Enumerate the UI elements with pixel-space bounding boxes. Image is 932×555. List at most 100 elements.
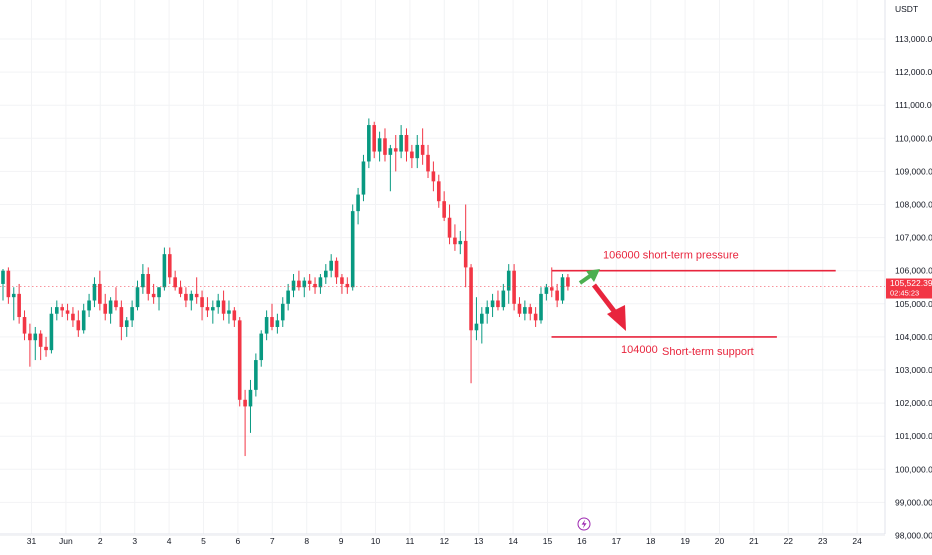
candle-body (200, 297, 204, 308)
price-tag-value: 105,522.39 (890, 278, 932, 288)
y-tick-label: 112,000.00 (895, 67, 932, 77)
candle-body (237, 320, 242, 400)
candle-body (167, 254, 172, 278)
candle-body (436, 181, 441, 202)
candle-body (221, 300, 226, 314)
candle-body (485, 307, 489, 314)
x-tick-label: 11 (405, 536, 414, 546)
candle-body (157, 287, 161, 298)
y-tick-label: 102,000.00 (895, 398, 932, 408)
candle-body (178, 287, 183, 294)
green-arrow-icon (578, 269, 600, 285)
candle-body (6, 270, 11, 298)
price-tag[interactable]: 105,522.39 02:45:23 (886, 278, 932, 299)
candle-body (555, 290, 559, 301)
candle-body (38, 333, 43, 347)
candle-body (453, 237, 457, 245)
candle-body (98, 283, 102, 304)
candle-body (194, 293, 199, 298)
candle-body (318, 277, 323, 288)
x-tick-label: 21 (749, 536, 759, 546)
candle-body (291, 280, 296, 291)
candle-body (275, 320, 280, 327)
candle-body (254, 360, 258, 390)
candle-body (410, 151, 414, 159)
y-tick-label: 98,000.00 (895, 531, 932, 541)
candle-body (420, 144, 425, 155)
candle-body (442, 201, 446, 218)
y-tick-label: 111,000.00 (895, 100, 932, 110)
candle-body (458, 240, 463, 245)
candle-body (496, 300, 500, 308)
candle-body (544, 287, 549, 294)
x-tick-label: 19 (680, 536, 690, 546)
candle-body (490, 300, 495, 308)
candle-body (566, 277, 570, 287)
price-axis[interactable]: 98,000.00 99,000.00 100,000.00 101,000.00 10… (895, 34, 932, 541)
candle-body (270, 317, 274, 327)
candle-body (92, 283, 97, 301)
candle-body (44, 346, 48, 351)
candle-body (350, 211, 355, 288)
y-tick-label: 106,000.00 (895, 266, 932, 276)
candle-body (307, 280, 312, 284)
candle-body (388, 148, 393, 155)
y-tick-label: 100,000.00 (895, 464, 932, 474)
lightning-icon[interactable] (577, 517, 591, 531)
x-tick-label: 16 (577, 536, 587, 546)
candle-body (280, 303, 285, 321)
candle-body (65, 310, 70, 314)
candle-body (114, 300, 118, 308)
candle-body (426, 154, 430, 172)
y-tick-label: 99,000.00 (895, 497, 932, 507)
candle-body (119, 307, 124, 327)
candle-body (447, 217, 452, 238)
candle-body (415, 144, 420, 159)
x-tick-label: Jun (59, 536, 73, 546)
candle-body (517, 303, 522, 314)
y-tick-label: 107,000.00 (895, 233, 932, 243)
x-tick-label: 20 (715, 536, 725, 546)
candle-body (173, 277, 177, 288)
y-tick-label: 108,000.00 (895, 200, 932, 210)
candle-body (404, 134, 409, 152)
x-tick-label: 24 (852, 536, 862, 546)
x-tick-label: 9 (339, 536, 344, 546)
x-tick-label: 23 (818, 536, 828, 546)
candle-body (469, 267, 473, 331)
candle-body (264, 317, 269, 334)
candle-body (232, 310, 237, 321)
support-text-label: Short-term support (662, 346, 754, 358)
candle-body (130, 307, 134, 321)
time-axis[interactable]: 31 Jun 2 3 4 5 6 7 8 9 10 11 12 13 14 15 16 17 18 19 20 21 22 2… (27, 536, 862, 546)
candle-body (60, 307, 64, 311)
candle-body (372, 125, 377, 152)
candle-body (393, 148, 398, 152)
candle-body (329, 260, 333, 271)
candle-body (103, 303, 108, 314)
x-tick-label: 2 (98, 536, 103, 546)
x-tick-label: 13 (474, 536, 484, 546)
candle-body (361, 161, 366, 195)
candle-body (313, 283, 317, 288)
currency-label: USDT (895, 4, 918, 14)
candle-body (533, 313, 538, 321)
candle-body (141, 274, 145, 288)
candle-body (11, 293, 16, 298)
candle-body (33, 333, 38, 341)
x-tick-label: 15 (543, 536, 553, 546)
candle-body (1, 270, 5, 284)
x-tick-label: 12 (440, 536, 450, 546)
candle-body (334, 260, 339, 278)
candle-body (87, 300, 91, 311)
x-tick-label: 17 (612, 536, 622, 546)
candle-body (76, 320, 81, 331)
support-value-label: 104000 (621, 344, 658, 356)
candle-body (302, 280, 307, 288)
y-tick-label: 101,000.00 (895, 431, 932, 441)
candle-body (243, 399, 247, 407)
y-tick-label: 113,000.00 (895, 34, 932, 44)
candle-body (480, 313, 484, 324)
